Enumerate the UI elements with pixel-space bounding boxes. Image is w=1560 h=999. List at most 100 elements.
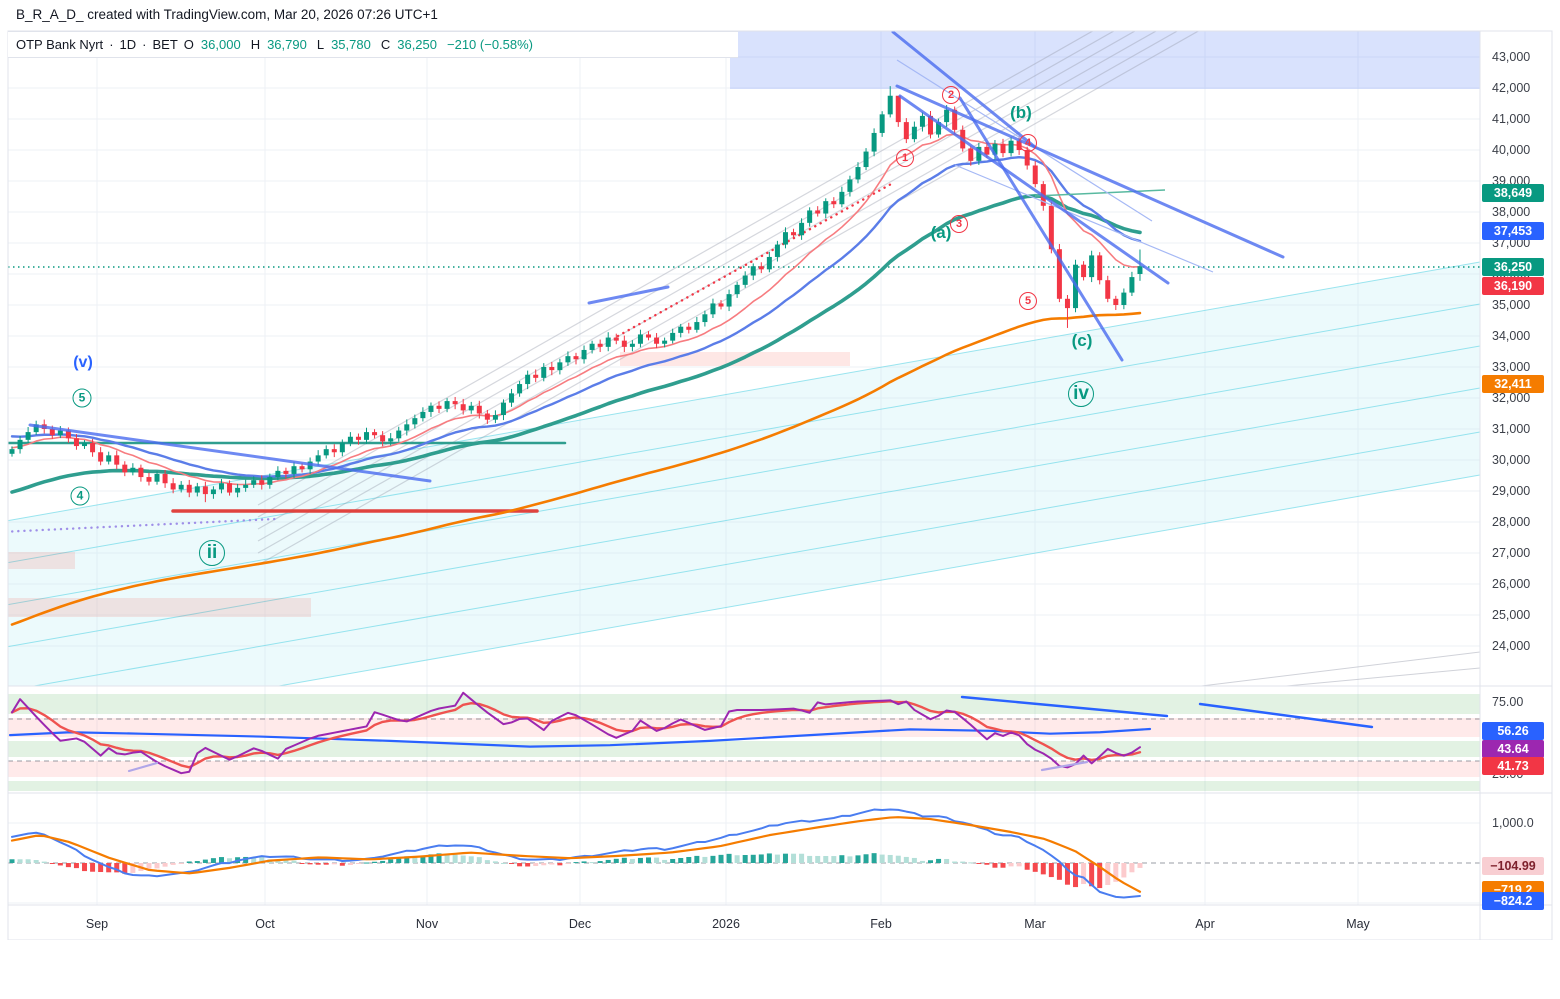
candle [194,486,200,493]
pink-zone-rect [8,598,311,617]
candle [742,275,748,285]
macd-hist-bar [476,857,482,863]
macd-hist-bar [1121,863,1127,878]
candle [33,424,39,433]
macd-hist-bar [90,863,96,872]
ohlc-close-value: 36,250 [397,37,437,52]
candle [726,294,732,307]
candle [154,473,160,482]
candle [138,467,144,478]
macd-hist-bar [396,857,402,863]
macd-hist-bar [65,863,71,868]
wave-label: iv [1068,381,1094,407]
macd-hist-bar [299,863,305,864]
macd-hist-bar [565,863,571,864]
macd-hist-bar [887,854,893,863]
macd-signal-orange [10,816,1142,893]
candle [895,95,901,123]
candle [65,430,71,439]
supply-zone-rect [730,31,1480,89]
candle [758,266,764,270]
candle [1129,277,1135,293]
price-axis-label: 43,000 [1492,50,1531,64]
macd-hist-bar [170,863,176,865]
wave-label: 1 [896,149,914,167]
macd-hist-bar [347,863,353,865]
macd-pane[interactable] [8,808,1480,899]
macd-hist-bar [613,858,619,863]
candle [9,449,15,454]
time-axis-label: Feb [870,917,892,931]
price-axis-label: 41,000 [1492,112,1531,126]
macd-hist-bar [1081,863,1087,885]
time-axis-label: Nov [415,917,439,931]
candle [952,109,958,130]
candle [291,466,297,474]
macd-hist-bar [210,858,216,863]
macd-hist-bar [460,855,466,863]
macd-hist-bar [992,863,998,868]
wave-label: 2 [942,86,960,104]
price-axis-badge: 32,411 [1482,375,1544,393]
candle [364,432,370,440]
candle [420,411,426,419]
macd-hist-bar [404,856,410,863]
time-axis-label: Dec [568,917,592,931]
macd-axis-badge: −824.2 [1482,892,1544,910]
rsi-axis-label: 75.00 [1492,695,1524,709]
candle [339,442,345,453]
candle [82,442,88,447]
candle [90,442,96,453]
ohlc-low-value: 35,780 [331,37,371,52]
candle [903,122,909,140]
trend-line [587,285,670,305]
candle [275,470,281,478]
candle [331,449,337,453]
ohlc-high-label: H [250,37,261,52]
macd-hist-bar [903,856,909,863]
macd-hist-bar [1089,863,1095,887]
macd-hist-bar [420,855,426,863]
candle [621,340,627,347]
candle [557,362,563,371]
candle [106,455,112,462]
candle [782,232,788,245]
ema-long-orange [10,311,1142,626]
wave-label: (c) [1071,331,1093,350]
candle [210,489,216,495]
macd-hist-bar [855,855,861,863]
candle [122,464,128,473]
candle [670,332,676,341]
macd-hist-bar [57,863,63,866]
candle [517,384,523,394]
candle [718,303,724,307]
candle [509,393,515,403]
ema-mid-blue [10,156,1142,478]
main-pane[interactable] [0,0,1480,735]
macd-hist-bar [774,854,780,863]
candle [1097,255,1103,281]
macd-hist-bar [355,863,361,864]
wave-label: ii [199,540,225,566]
interval-label[interactable]: 1D [119,37,137,52]
candle [799,222,805,236]
price-axis-badge: 37,453 [1482,222,1544,240]
macd-hist-bar [154,863,160,869]
rsi-pane[interactable] [8,691,1480,791]
macd-hist-bar [718,854,724,863]
ohlc-open-label: O [183,37,194,52]
macd-hist-bar [766,853,772,863]
macd-hist-bar [1040,863,1046,875]
symbol-legend[interactable]: OTP Bank Nyrt · 1D · BET O 36,000 H 36,790… [8,31,738,58]
macd-hist-bar [952,861,958,863]
macd-hist-bar [541,863,547,866]
macd-hist-bar [637,857,643,863]
macd-hist-bar [33,860,39,863]
candlesticks[interactable] [9,86,1143,503]
candle [1137,266,1143,274]
candle [492,415,498,420]
candle [823,201,829,214]
ohlc-low-label: L [316,37,325,52]
candle [637,334,643,344]
